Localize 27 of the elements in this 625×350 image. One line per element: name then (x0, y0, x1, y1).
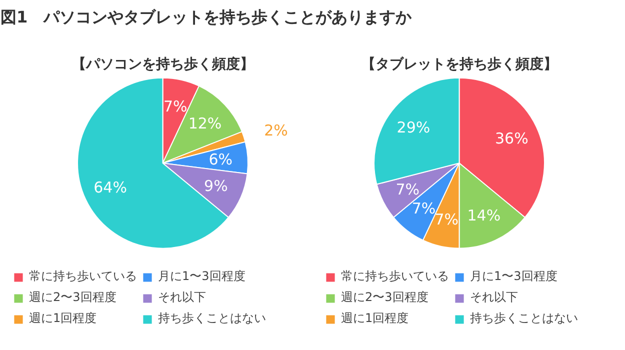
chart-title: 図1 パソコンやタブレットを持ち歩くことがありますか (0, 8, 413, 26)
legend-label: 週に1回程度 (341, 310, 409, 327)
legend-label: 週に1回程度 (29, 310, 97, 327)
data-label: 7% (396, 180, 420, 198)
data-label: 14% (467, 206, 501, 224)
data-label: 12% (188, 114, 222, 133)
legend-label: 常に持ち歩いている (29, 268, 137, 285)
legend-label: 持ち歩くことはない (158, 310, 266, 327)
legend-label: 月に1〜3回程度 (470, 268, 558, 285)
legend-label: それ以下 (470, 289, 518, 306)
legend-label: 週に2〜3回程度 (341, 289, 428, 306)
chart-subtitle: 【タブレットを持ち歩く頻度】 (361, 55, 558, 72)
data-label: 64% (94, 178, 127, 197)
data-label: 29% (396, 118, 430, 137)
data-label: 2% (264, 121, 288, 140)
legend-label: 持ち歩くことはない (470, 310, 578, 327)
data-label: 36% (495, 129, 528, 148)
data-label: 9% (204, 177, 228, 196)
data-label: 6% (208, 150, 232, 168)
data-label: 7% (434, 210, 459, 228)
data-label: 7% (163, 98, 188, 116)
data-label: 7% (412, 200, 436, 218)
chart-subtitle: 【パソコンを持ち歩く頻度】 (72, 55, 254, 72)
legend-label: 週に2〜3回程度 (29, 289, 116, 306)
legend-label: 月に1〜3回程度 (158, 268, 246, 285)
legend-label: それ以下 (158, 289, 206, 306)
legend-label: 常に持ち歩いている (341, 268, 449, 285)
